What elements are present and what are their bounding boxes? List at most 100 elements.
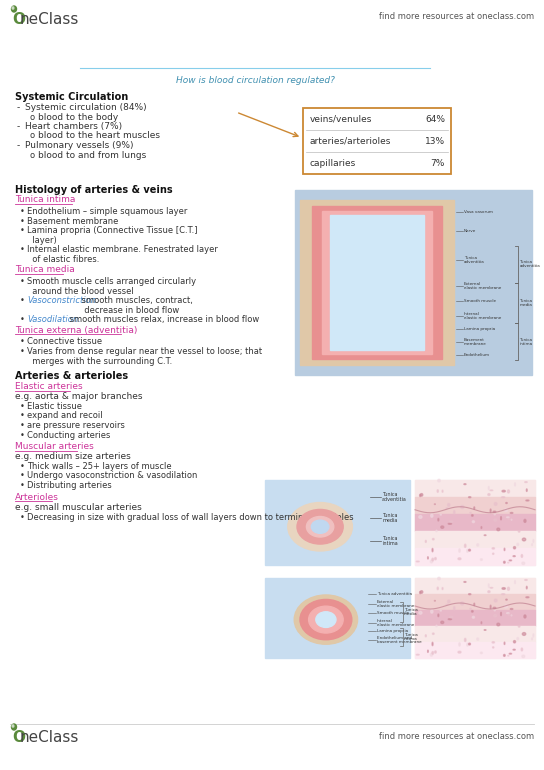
Text: Tunica
adventitia: Tunica adventitia — [520, 260, 540, 268]
Text: Endothelium: Endothelium — [464, 353, 490, 357]
Ellipse shape — [490, 605, 491, 608]
Ellipse shape — [508, 518, 509, 520]
Bar — [415, 610, 535, 626]
Ellipse shape — [431, 514, 433, 517]
Ellipse shape — [442, 490, 443, 492]
Ellipse shape — [522, 633, 526, 635]
Text: find more resources at oneclass.com: find more resources at oneclass.com — [379, 732, 534, 741]
Ellipse shape — [525, 580, 527, 581]
Text: expand and recoil: expand and recoil — [27, 411, 103, 420]
Text: Endothelium – simple squamous layer: Endothelium – simple squamous layer — [27, 207, 187, 216]
Text: Tunica media: Tunica media — [15, 265, 75, 274]
Text: veins/venules: veins/venules — [310, 115, 373, 123]
Ellipse shape — [419, 591, 421, 594]
Ellipse shape — [480, 559, 483, 561]
Ellipse shape — [513, 556, 515, 557]
Ellipse shape — [464, 581, 466, 582]
Ellipse shape — [493, 553, 494, 554]
Text: Internal
elastic membrane: Internal elastic membrane — [377, 619, 414, 627]
Ellipse shape — [297, 510, 343, 544]
Ellipse shape — [500, 612, 502, 615]
Text: Basement membrane: Basement membrane — [27, 216, 119, 226]
Ellipse shape — [311, 521, 329, 534]
Ellipse shape — [504, 642, 505, 644]
Text: Lamina propria: Lamina propria — [464, 326, 495, 331]
Ellipse shape — [465, 544, 466, 547]
Text: •: • — [20, 226, 25, 235]
Ellipse shape — [510, 513, 513, 514]
Text: o: o — [30, 112, 35, 122]
Text: Basement
membrane: Basement membrane — [464, 338, 487, 346]
Ellipse shape — [432, 651, 434, 654]
Ellipse shape — [454, 511, 455, 514]
Ellipse shape — [449, 617, 453, 618]
Bar — [415, 480, 535, 497]
Ellipse shape — [448, 619, 452, 620]
Text: Tunica
intima: Tunica intima — [404, 632, 418, 641]
Text: •: • — [20, 430, 25, 440]
Text: Elastic tissue: Elastic tissue — [27, 402, 82, 411]
Text: Tunica adventitia: Tunica adventitia — [377, 592, 412, 596]
Ellipse shape — [502, 588, 505, 589]
Ellipse shape — [500, 517, 502, 520]
Text: •: • — [20, 245, 25, 254]
Text: blood to and from lungs: blood to and from lungs — [38, 150, 146, 159]
Ellipse shape — [506, 503, 507, 504]
Text: Smooth muscle: Smooth muscle — [464, 299, 496, 303]
Ellipse shape — [11, 724, 16, 730]
Bar — [415, 578, 535, 594]
Ellipse shape — [488, 494, 490, 496]
Text: -: - — [17, 141, 20, 150]
Ellipse shape — [432, 558, 434, 561]
Ellipse shape — [442, 588, 443, 590]
Ellipse shape — [511, 519, 512, 521]
Text: 7%: 7% — [431, 159, 445, 168]
Ellipse shape — [294, 595, 357, 644]
Ellipse shape — [506, 613, 509, 614]
Ellipse shape — [419, 516, 422, 518]
Ellipse shape — [12, 725, 14, 727]
Bar — [415, 594, 535, 610]
Ellipse shape — [494, 519, 497, 521]
Ellipse shape — [481, 622, 482, 624]
Ellipse shape — [522, 562, 525, 564]
Ellipse shape — [300, 599, 352, 640]
Ellipse shape — [526, 500, 529, 501]
Text: •: • — [20, 296, 25, 305]
Ellipse shape — [288, 503, 353, 551]
Ellipse shape — [435, 651, 436, 653]
Text: O: O — [12, 12, 25, 27]
Bar — [300, 200, 454, 365]
Ellipse shape — [454, 607, 455, 610]
Ellipse shape — [488, 591, 490, 593]
Bar — [322, 211, 432, 354]
Text: Tunica
intima: Tunica intima — [382, 536, 398, 547]
Ellipse shape — [509, 560, 511, 561]
Text: Tunica
adventitia: Tunica adventitia — [464, 256, 485, 264]
Text: smooth muscles, contract,
  decrease in blood flow: smooth muscles, contract, decrease in bl… — [79, 296, 193, 316]
Text: o: o — [30, 150, 35, 159]
Ellipse shape — [494, 599, 497, 602]
Ellipse shape — [514, 641, 516, 643]
Ellipse shape — [502, 490, 505, 492]
Text: neClass: neClass — [20, 12, 79, 27]
Text: arteries/arterioles: arteries/arterioles — [310, 136, 391, 146]
Ellipse shape — [306, 517, 334, 537]
Text: •: • — [20, 315, 25, 324]
Ellipse shape — [493, 647, 494, 648]
Ellipse shape — [438, 479, 440, 482]
Text: are pressure reservoirs: are pressure reservoirs — [27, 421, 125, 430]
Ellipse shape — [432, 633, 434, 634]
Bar — [265, 480, 410, 565]
Ellipse shape — [437, 490, 438, 492]
Ellipse shape — [459, 643, 460, 646]
Ellipse shape — [521, 648, 523, 651]
Ellipse shape — [459, 549, 460, 552]
Text: o: o — [30, 132, 35, 140]
Bar — [415, 497, 535, 514]
Bar — [415, 548, 535, 565]
Ellipse shape — [448, 504, 450, 507]
Text: Nerve: Nerve — [464, 229, 476, 233]
Ellipse shape — [432, 548, 433, 552]
Ellipse shape — [458, 651, 461, 653]
